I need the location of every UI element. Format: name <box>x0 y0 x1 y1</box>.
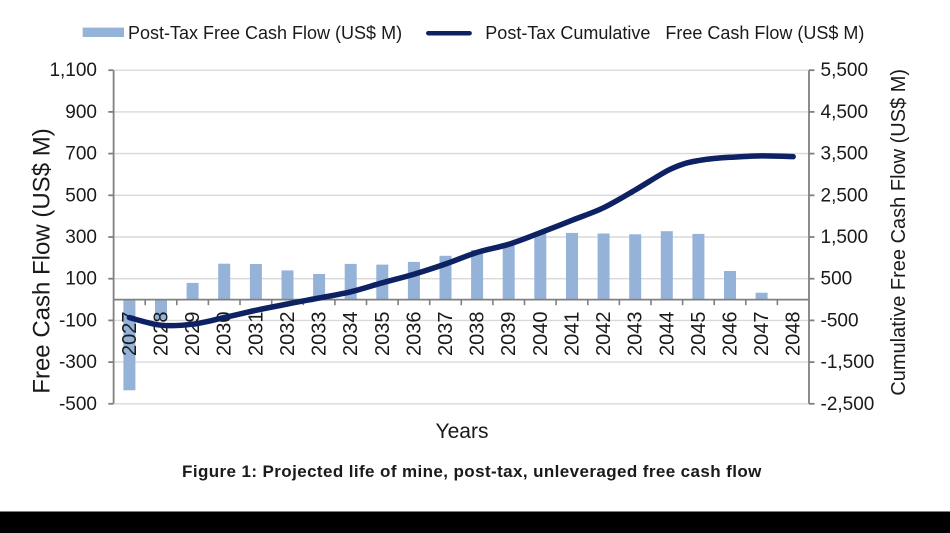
svg-text:-500: -500 <box>821 310 859 331</box>
svg-text:Cumulative Free Cash Flow (US$: Cumulative Free Cash Flow (US$ M) <box>888 69 910 396</box>
svg-text:2044: 2044 <box>656 312 678 357</box>
svg-text:2034: 2034 <box>340 312 362 357</box>
svg-text:Post-Tax Free Cash Flow (US$ M: Post-Tax Free Cash Flow (US$ M) <box>128 23 402 43</box>
svg-text:Post-Tax Cumulative Free Cas: Post-Tax Cumulative Free Cash Flow (US$ … <box>485 23 864 43</box>
svg-text:2027: 2027 <box>119 312 141 357</box>
svg-text:2047: 2047 <box>751 312 773 357</box>
svg-text:500: 500 <box>821 269 853 290</box>
svg-text:-500: -500 <box>59 394 97 415</box>
svg-text:2029: 2029 <box>182 312 204 357</box>
svg-text:2041: 2041 <box>562 312 584 357</box>
svg-text:2043: 2043 <box>625 312 647 357</box>
svg-text:2031: 2031 <box>245 312 267 357</box>
svg-text:2040: 2040 <box>530 312 552 357</box>
svg-text:2035: 2035 <box>372 312 394 357</box>
svg-text:2038: 2038 <box>467 312 489 357</box>
svg-text:5,500: 5,500 <box>821 60 869 81</box>
svg-text:2036: 2036 <box>403 312 425 357</box>
svg-text:-1,500: -1,500 <box>821 352 875 373</box>
svg-text:2039: 2039 <box>498 312 520 357</box>
svg-text:Years: Years <box>436 420 489 443</box>
svg-text:2045: 2045 <box>688 312 710 357</box>
svg-text:1,100: 1,100 <box>49 60 97 81</box>
svg-text:2028: 2028 <box>151 312 173 357</box>
svg-text:2,500: 2,500 <box>821 185 869 206</box>
svg-text:700: 700 <box>65 144 97 165</box>
svg-text:2032: 2032 <box>277 312 299 357</box>
svg-text:2048: 2048 <box>783 312 805 357</box>
svg-text:2046: 2046 <box>720 312 742 357</box>
svg-text:1,500: 1,500 <box>821 227 869 248</box>
svg-text:Free Cash Flow (US$ M): Free Cash Flow (US$ M) <box>29 128 56 393</box>
svg-text:300: 300 <box>65 227 97 248</box>
svg-text:Figure 1: Projected life of mi: Figure 1: Projected life of mine, post-t… <box>182 462 762 481</box>
svg-text:500: 500 <box>65 185 97 206</box>
svg-text:900: 900 <box>65 102 97 123</box>
svg-text:-2,500: -2,500 <box>821 394 875 415</box>
svg-text:2037: 2037 <box>435 312 457 357</box>
svg-text:2033: 2033 <box>309 312 331 357</box>
svg-text:4,500: 4,500 <box>821 102 869 123</box>
svg-text:3,500: 3,500 <box>821 144 869 165</box>
svg-text:2042: 2042 <box>593 312 615 357</box>
svg-text:100: 100 <box>65 269 97 290</box>
svg-text:2030: 2030 <box>214 312 236 357</box>
svg-text:-100: -100 <box>59 310 97 331</box>
svg-text:-300: -300 <box>59 352 97 373</box>
